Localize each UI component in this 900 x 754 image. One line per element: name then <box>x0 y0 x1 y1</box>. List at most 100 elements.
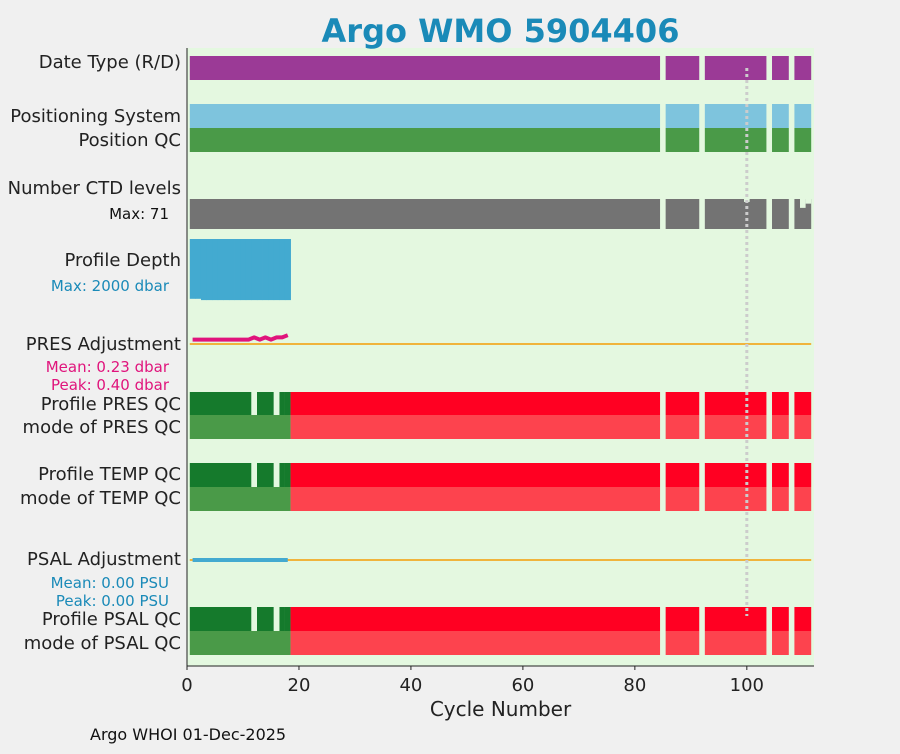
mode-psal-qc-bad-1 <box>665 631 700 655</box>
positioning-system-bar-segment-4 <box>794 104 812 128</box>
psal-peak-annotation: Peak: 0.00 PSU <box>55 592 169 610</box>
ctd-max-annotation: Max: 71 <box>109 205 169 223</box>
profile-pres-qc-bad-2 <box>704 392 767 415</box>
psal-mean-annotation: Mean: 0.00 PSU <box>50 574 169 592</box>
mode-pres-qc-good <box>189 415 291 439</box>
date-type-bar-segment-3 <box>772 56 789 80</box>
profile-depth-bar-1 <box>189 239 196 299</box>
label-mode-temp-qc: mode of TEMP QC <box>19 488 181 509</box>
profile-depth-bar-7 <box>223 239 230 301</box>
positioning-system-bar-segment-0 <box>189 104 661 128</box>
x-tick-label-100: 100 <box>729 675 764 696</box>
profile-psal-qc-good-dark-0 <box>189 607 252 631</box>
profile-psal-qc-gap-1 <box>273 607 280 631</box>
profile-pres-qc-bad-3 <box>772 392 789 415</box>
profile-depth-bar-11 <box>245 239 252 301</box>
mode-pres-qc-bad-4 <box>794 415 812 439</box>
profile-temp-qc-bad-3 <box>772 463 789 487</box>
profile-pres-qc-good-dark-0 <box>189 392 252 415</box>
profile-temp-qc-bad-2 <box>704 463 767 487</box>
mode-psal-qc-bad-4 <box>794 631 812 655</box>
profile-depth-bar-8 <box>228 239 235 301</box>
profile-psal-qc-good-dark-1 <box>256 607 274 631</box>
label-psal-adjustment: PSAL Adjustment <box>26 549 181 570</box>
ctd-levels-bar-segment-1 <box>665 199 700 229</box>
profile-depth-bar-5 <box>212 239 219 301</box>
label-position-qc: Position QC <box>78 130 181 151</box>
mode-psal-qc-bad-3 <box>772 631 789 655</box>
ctd-levels-bar-segment-4 <box>794 199 812 229</box>
position-qc-bar-segment-4 <box>794 128 812 152</box>
profile-psal-qc-bad-4 <box>794 607 812 631</box>
positioning-system-bar-segment-2 <box>704 104 767 128</box>
x-tick-label-0: 0 <box>181 675 193 696</box>
chart-title: Argo WMO 5904406 <box>321 12 680 50</box>
ctd-levels-dip-1 <box>800 198 806 208</box>
footer-text: Argo WHOI 01-Dec-2025 <box>90 725 287 744</box>
mode-temp-qc-bad-0 <box>290 487 661 511</box>
mode-psal-qc-good <box>189 631 291 655</box>
label-profile-psal-qc: Profile PSAL QC <box>41 609 181 630</box>
date-type-bar-segment-4 <box>794 56 812 80</box>
profile-temp-qc-good-dark-2 <box>279 463 285 487</box>
label-profile-pres-qc: Profile PRES QC <box>40 394 181 415</box>
label-profile-depth: Profile Depth <box>64 250 181 271</box>
profile-temp-qc-bad-1 <box>665 463 700 487</box>
mode-psal-qc-bad-2 <box>704 631 767 655</box>
pres-mean-annotation: Mean: 0.23 dbar <box>45 358 169 376</box>
mode-temp-qc-bad-2 <box>704 487 767 511</box>
label-positioning-system: Positioning System <box>10 106 181 127</box>
x-tick-label-80: 80 <box>623 675 647 696</box>
label-mode-psal-qc: mode of PSAL QC <box>23 633 181 654</box>
mode-temp-qc-bad-1 <box>665 487 700 511</box>
profile-temp-qc-good-dark-0 <box>189 463 252 487</box>
ctd-levels-bar-segment-0 <box>189 199 661 229</box>
profile-pres-qc-bad-1 <box>665 392 700 415</box>
profile-pres-qc-bad-4 <box>794 392 812 415</box>
ctd-levels-dip-2 <box>805 198 812 204</box>
profile-psal-qc-good-dark-2 <box>279 607 285 631</box>
pres-peak-annotation: Peak: 0.40 dbar <box>50 376 169 394</box>
mode-pres-qc-bad-1 <box>665 415 700 439</box>
profile-depth-bar-9 <box>234 239 241 301</box>
profile-temp-qc-bad-0 <box>290 463 661 487</box>
x-axis-label: Cycle Number <box>429 697 572 721</box>
profile-temp-qc-good-dark-1 <box>256 463 274 487</box>
label-profile-temp-qc: Profile TEMP QC <box>38 464 181 485</box>
label-ctd-levels: Number CTD levels <box>7 178 181 199</box>
profile-temp-qc-gap-1 <box>273 463 280 487</box>
position-qc-bar-segment-0 <box>189 128 661 152</box>
profile-depth-bar-12 <box>251 239 258 301</box>
profile-depth-bar-18 <box>284 239 291 301</box>
label-pres-adjustment: PRES Adjustment <box>25 334 181 355</box>
mode-pres-qc-bad-2 <box>704 415 767 439</box>
profile-temp-qc-bad-4 <box>794 463 812 487</box>
profile-pres-qc-bad-0 <box>290 392 661 415</box>
profile-depth-bar-3 <box>200 239 207 301</box>
mode-temp-qc-bad-3 <box>772 487 789 511</box>
position-qc-bar-segment-3 <box>772 128 789 152</box>
profile-depth-bar-2 <box>195 239 202 299</box>
profile-depth-bar-17 <box>279 239 286 301</box>
mode-pres-qc-bad-0 <box>290 415 661 439</box>
label-date-type: Date Type (R/D) <box>38 52 181 73</box>
profile-depth-bar-6 <box>217 239 224 301</box>
mode-temp-qc-bad-4 <box>794 487 812 511</box>
profile-psal-qc-good-dark-3 <box>284 607 291 631</box>
position-qc-bar-segment-1 <box>665 128 700 152</box>
profile-psal-qc-gap-0 <box>251 607 257 631</box>
profile-depth-bar-14 <box>262 239 269 301</box>
depth-max-annotation: Max: 2000 dbar <box>50 277 169 295</box>
mode-pres-qc-bad-3 <box>772 415 789 439</box>
positioning-system-bar-segment-1 <box>665 104 700 128</box>
date-type-bar-segment-2 <box>704 56 767 80</box>
profile-temp-qc-gap-0 <box>251 463 257 487</box>
profile-temp-qc-good-dark-3 <box>284 463 291 487</box>
profile-pres-qc-good-dark-2 <box>279 392 285 415</box>
positioning-system-bar-segment-3 <box>772 104 789 128</box>
profile-psal-qc-bad-1 <box>665 607 700 631</box>
x-tick-label-40: 40 <box>399 675 423 696</box>
date-type-bar-segment-1 <box>665 56 700 80</box>
profile-depth-bar-4 <box>206 239 213 301</box>
